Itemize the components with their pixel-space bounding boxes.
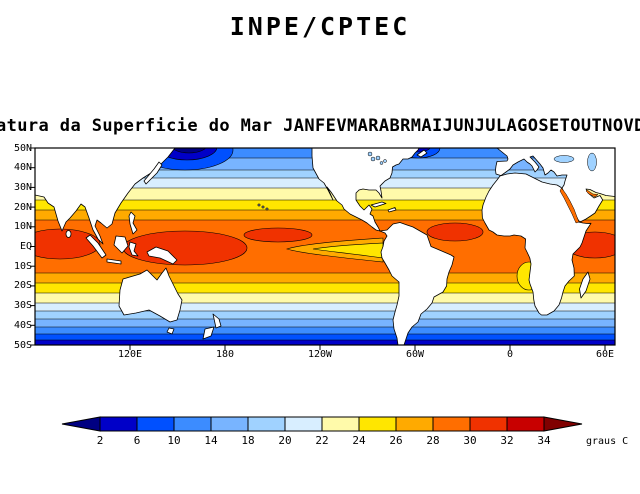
lon-tick-label: 120E: [117, 349, 143, 360]
islands-japan: [143, 161, 163, 185]
continents: [35, 148, 615, 345]
island-newfoundland: [416, 149, 428, 158]
island-madagascar: [579, 271, 591, 299]
island-nz-north: [212, 313, 222, 329]
colorbar: [55, 414, 595, 434]
colorbar-canvas: [61, 416, 583, 432]
colorbar-segment: [284, 416, 323, 432]
persian-gulf: [585, 189, 599, 198]
islands-philippines: [128, 211, 138, 235]
inland-seas: [367, 151, 599, 224]
colorbar-tick-label: 22: [315, 434, 329, 447]
colorbar-tick-label: 34: [537, 434, 551, 447]
lat-tick-label: 20S: [13, 280, 32, 292]
continent-eurasia-right: [495, 148, 615, 222]
lat-tick-label: 40N: [13, 162, 32, 174]
island-cuba: [370, 201, 387, 208]
colorbar-tick-label: 6: [133, 434, 141, 447]
colorbar-segment: [506, 416, 545, 432]
colorbar-segments: [61, 416, 583, 432]
island-sulawesi: [128, 241, 139, 257]
colorbar-tick-label: 24: [352, 434, 366, 447]
colorbar-unit-label: graus C: [586, 436, 629, 447]
warm-pool-indian: [35, 228, 101, 260]
island-hispaniola: [387, 207, 397, 213]
lon-tick-label: 120W: [307, 349, 333, 360]
colorbar-segment: [321, 416, 360, 432]
lon-tick-label: 60E: [595, 349, 615, 360]
colorbar-tick-label: 2: [96, 434, 104, 447]
sst-map: [30, 147, 616, 350]
warm-pool-west-pacific: [122, 230, 248, 266]
lon-tick-label: 0: [506, 349, 514, 360]
island-sri-lanka: [65, 230, 72, 238]
pacific-cool-tongue-inner: [312, 242, 384, 259]
lat-tick-label: EQ: [19, 241, 32, 252]
lat-tick-label: 50N: [13, 142, 32, 154]
colorbar-tick-label: 18: [241, 434, 255, 447]
colorbar-segment: [247, 416, 286, 432]
warm-atlantic: [426, 222, 484, 242]
lon-tick-label: 180: [215, 349, 235, 360]
continent-asia: [35, 148, 176, 245]
island-borneo: [113, 235, 129, 254]
lon-tick-label: 60W: [405, 349, 425, 360]
plot-subtitle: atura da Superficie do Mar JANFEVMARABRM…: [0, 116, 640, 136]
continent-north-america: [311, 148, 420, 232]
colorbar-segment: [136, 416, 175, 432]
axis-ticks: [30, 147, 606, 350]
lat-tick-label: 20N: [13, 201, 32, 213]
colorbar-tick-label: 10: [167, 434, 181, 447]
island-tasmania: [166, 327, 175, 335]
lat-tick-label: 10N: [13, 221, 32, 233]
black-sea: [553, 155, 575, 163]
colorbar-segment: [210, 416, 249, 432]
page-title: INPE/CPTEC: [229, 12, 411, 41]
colorbar-segment: [469, 416, 508, 432]
continent-australia: [118, 267, 183, 323]
colorbar-tick-label: 30: [463, 434, 477, 447]
colorbar-tick-label: 20: [278, 434, 292, 447]
lat-tick-label: 40S: [13, 319, 32, 331]
colorbar-segment: [99, 416, 138, 432]
sst-map-canvas: [30, 147, 616, 350]
island-java: [106, 258, 122, 265]
lat-tick-label: 50S: [13, 339, 32, 351]
colorbar-segment: [395, 416, 434, 432]
warm-central-pacific: [243, 227, 313, 243]
great-lakes: [367, 151, 387, 165]
island-new-guinea: [146, 246, 178, 265]
lat-tick-label: 30S: [13, 300, 32, 312]
lat-tick-label: 30N: [13, 181, 32, 193]
colorbar-segment: [432, 416, 471, 432]
sst-features: [35, 148, 615, 291]
islands-hawaii: [265, 207, 269, 211]
continent-south-america: [379, 222, 455, 345]
lat-tick-label: 10S: [13, 260, 32, 272]
islands-hawaii: [261, 205, 265, 209]
colorbar-tick-label: 26: [389, 434, 403, 447]
colorbar-arrow-left: [61, 416, 101, 432]
islands-hawaii: [257, 203, 261, 207]
island-sumatra: [85, 234, 107, 259]
colorbar-tick-label: 28: [426, 434, 440, 447]
colorbar-arrow-right: [543, 416, 583, 432]
colorbar-segment: [358, 416, 397, 432]
red-sea: [559, 187, 580, 224]
nw-pacific-coldest: [171, 148, 207, 154]
caspian-sea: [587, 152, 597, 172]
island-nz-south: [202, 326, 215, 340]
colorbar-tick-label: 14: [204, 434, 218, 447]
colorbar-tick-label: 32: [500, 434, 514, 447]
colorbar-segment: [173, 416, 212, 432]
